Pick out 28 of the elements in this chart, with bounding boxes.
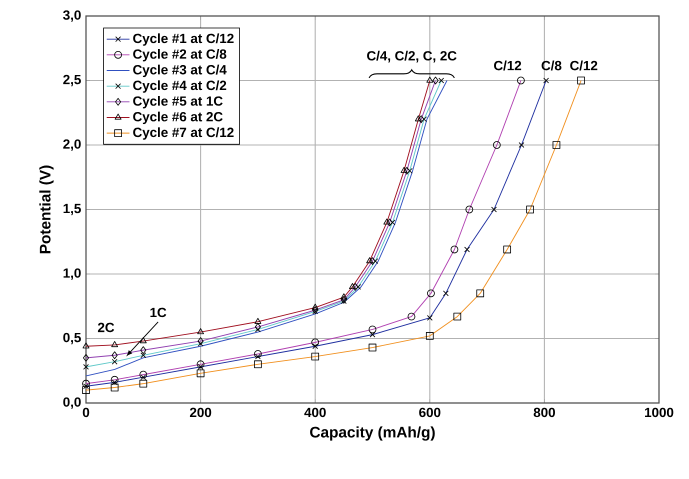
- annotation: C/12: [494, 60, 522, 70]
- y-tick-label: 2,5: [63, 74, 81, 86]
- y-tick-label: 1,5: [64, 204, 81, 216]
- x-tick-label: 400: [304, 408, 326, 418]
- annotation: C/4, C/2, C, 2C: [367, 50, 457, 62]
- x-tick-label: 800: [534, 408, 555, 418]
- annotation: C/12: [570, 60, 598, 70]
- annotation: 2C: [98, 322, 114, 332]
- y-tick-label: 3,0: [63, 10, 81, 22]
- legend-label: Cycle #2 at C/8: [133, 49, 226, 62]
- legend-label: Cycle #5 at 1C: [133, 96, 223, 108]
- y-tick-label: 2,0: [63, 139, 81, 151]
- y-tick-label: 1,0: [64, 268, 81, 280]
- x-axis-title: Capacity (mAh/g): [310, 426, 435, 441]
- legend-label: Cycle #4 at C/2: [133, 80, 226, 93]
- x-tick-label: 0: [82, 408, 90, 418]
- x-tick-label: 1000: [645, 408, 674, 418]
- legend-label: Cycle #1 at C/12: [133, 33, 234, 46]
- annotation: 1C: [150, 308, 166, 318]
- y-axis-title: Potential (V): [39, 166, 54, 254]
- y-tick-label: 0,5: [63, 332, 81, 344]
- x-tick-label: 600: [419, 408, 440, 418]
- legend-label: Cycle #6 at 2C: [133, 112, 223, 124]
- legend-label: Cycle #3 at C/4: [133, 64, 227, 78]
- y-tick-label: 0,0: [63, 397, 81, 409]
- legend-label: Cycle #7 at C/12: [133, 127, 234, 140]
- annotation: C/8: [542, 60, 562, 70]
- x-tick-label: 200: [190, 408, 212, 418]
